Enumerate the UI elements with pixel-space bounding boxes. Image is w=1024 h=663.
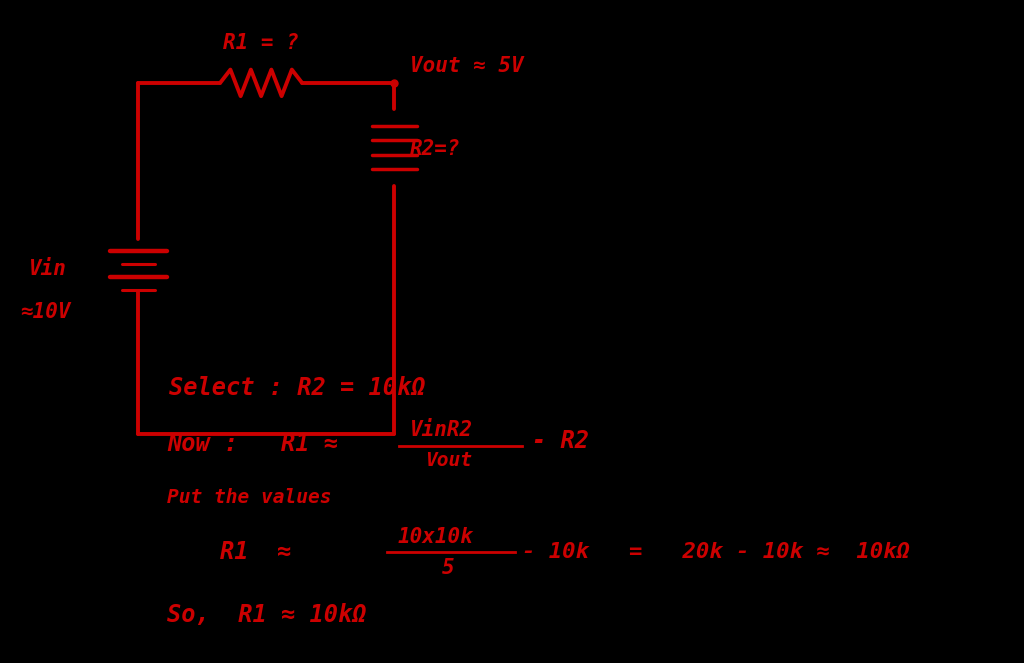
Text: So,  R1 ≈ 10kΩ: So, R1 ≈ 10kΩ: [167, 603, 367, 627]
Text: - R2: - R2: [532, 429, 590, 453]
Text: Vout ≈ 5V: Vout ≈ 5V: [410, 56, 523, 76]
Text: Select : R2 = 10kΩ: Select : R2 = 10kΩ: [169, 376, 425, 400]
Text: 5: 5: [442, 558, 455, 578]
Text: R1 = ?: R1 = ?: [223, 33, 299, 53]
Text: Vin: Vin: [29, 259, 67, 278]
Text: ≈10V: ≈10V: [20, 302, 71, 322]
Text: 10x10k: 10x10k: [397, 527, 473, 547]
Text: Vout: Vout: [425, 452, 472, 470]
Text: Now :   R1 ≈: Now : R1 ≈: [167, 432, 338, 456]
Text: R2=?: R2=?: [410, 139, 460, 159]
Text: VinR2: VinR2: [410, 420, 473, 440]
Text: R1  ≈: R1 ≈: [220, 540, 292, 564]
Text: - 10k   =   20k - 10k ≈  10kΩ: - 10k = 20k - 10k ≈ 10kΩ: [522, 542, 910, 562]
Text: Put the values: Put the values: [167, 488, 332, 507]
